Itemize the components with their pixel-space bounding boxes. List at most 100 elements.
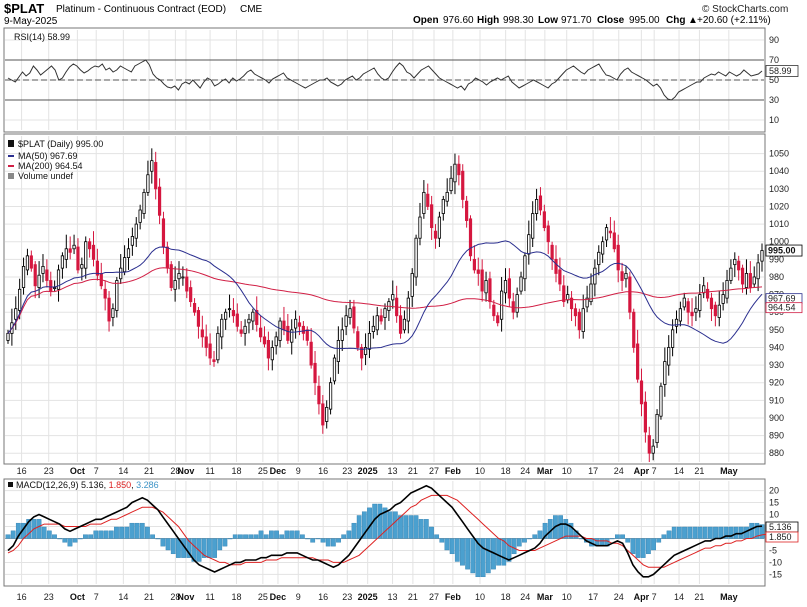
macd-hist-bar <box>232 534 238 539</box>
macd-hist-bar <box>98 530 104 539</box>
candle-down <box>360 347 364 359</box>
candle-down <box>107 297 111 322</box>
candle-up <box>37 274 41 288</box>
candle-down <box>200 329 204 338</box>
macd-hist-bar <box>248 534 254 539</box>
rsi-last-flag: 58.99 <box>765 65 799 77</box>
price-y-tick-label: 1010 <box>769 219 789 229</box>
macd-hist-bar <box>615 534 620 539</box>
candle-down <box>616 244 620 271</box>
macd-hist-bar <box>217 538 223 551</box>
macd-hist-bar <box>687 526 693 539</box>
candle-down <box>573 308 578 317</box>
candle-up <box>25 255 30 271</box>
candle-up <box>383 308 387 318</box>
candle-up <box>410 273 414 297</box>
candle-down <box>196 310 201 327</box>
x-tick-label: 10 <box>562 466 572 476</box>
macd-hist-bar <box>5 534 11 539</box>
candle-up <box>60 255 65 269</box>
macd-title-sep2: , <box>131 480 136 490</box>
candle-up <box>729 267 733 281</box>
candle-up <box>698 294 702 311</box>
candle-up <box>744 273 749 288</box>
macd-hist-bar <box>191 538 197 562</box>
ohlc-readout: Open 976.60 High 998.30 Low 971.70 Close… <box>413 15 771 26</box>
x-tick-label: Dec <box>270 466 287 476</box>
candle-down <box>686 301 690 313</box>
candle-down <box>426 193 430 207</box>
macd-y-tick-label: -10 <box>769 557 782 567</box>
macd-hist-bar <box>351 522 357 539</box>
macd-hist-bar <box>305 538 310 540</box>
macd-hist-bar <box>651 538 656 551</box>
candle-up <box>593 267 597 285</box>
candle-up <box>56 269 61 290</box>
macd-y-tick-label: 15 <box>769 498 779 508</box>
rsi-y-axis: 10 30 50 70 90 <box>769 35 779 125</box>
macd-hist-bar <box>656 538 662 543</box>
x-tick-label: Feb <box>445 592 462 602</box>
candle-down <box>430 204 434 229</box>
macd-hist-bar <box>62 538 68 543</box>
price-legend: $PLAT (Daily) 995.00 MA(50) 967.69 MA(20… <box>8 139 103 181</box>
ticker-symbol: $PLAT <box>4 1 44 16</box>
macd-hist-bar <box>310 538 316 543</box>
candle-up <box>406 297 410 322</box>
candle-down <box>569 297 574 310</box>
candle-up <box>53 287 57 289</box>
macd-hist-bar <box>522 538 527 543</box>
candle-down <box>748 273 752 288</box>
x-tick-label: 24 <box>520 466 530 476</box>
macd-hist-bar <box>454 538 460 562</box>
macd-hist-bar <box>465 538 471 570</box>
macd-hist-bar <box>72 538 78 543</box>
macd-hist-bar <box>666 530 672 539</box>
x-tick-label: 18 <box>231 592 241 602</box>
x-tick-label: 2025 <box>358 466 378 476</box>
price-y-tick-label: 990 <box>769 254 784 264</box>
candle-down <box>352 306 356 329</box>
candle-down <box>558 269 562 285</box>
candle-down <box>492 304 496 317</box>
candle-up <box>655 414 659 444</box>
macd-hist-bar <box>315 538 321 540</box>
candle-down <box>76 246 80 271</box>
macd-legend: MACD(12,26,9) 5.136, 1.850, 3.286 <box>8 480 159 490</box>
macd-hist-bar <box>83 534 88 539</box>
price-legend-swatch <box>8 140 14 147</box>
candle-down <box>88 241 92 250</box>
x-tick-label: 21 <box>408 466 418 476</box>
x-tick-label: 24 <box>614 592 624 602</box>
chart-header: $PLAT Platinum - Continuous Contract (EO… <box>4 1 788 27</box>
x-tick-label: 11 <box>205 466 214 476</box>
signal-last-value-box <box>765 531 799 543</box>
macd-hist-bar <box>139 522 145 539</box>
close-label: Close <box>597 15 625 26</box>
candle-up <box>581 308 585 333</box>
macd-hist-bar <box>563 519 569 539</box>
x-tick-label: 14 <box>118 466 128 476</box>
macd-y-tick-label: -5 <box>769 545 777 555</box>
price-last-flags: 995.00 967.69 964.54 <box>765 244 803 314</box>
price-y-tick-label: 1020 <box>769 201 789 211</box>
macd-hist-bar <box>640 538 646 558</box>
candle-up <box>134 223 138 239</box>
candle-up <box>328 382 333 410</box>
candle-down <box>628 276 632 313</box>
candle-down <box>472 258 476 271</box>
x-tick-label: 27 <box>429 466 439 476</box>
x-tick-label: 14 <box>674 592 684 602</box>
x-tick-label: Nov <box>177 592 194 602</box>
candle-down <box>480 269 484 292</box>
macd-hist-bar <box>635 538 641 558</box>
low-label: Low <box>538 15 558 26</box>
x-tick-label: Apr <box>634 466 650 476</box>
x-tick-label: Feb <box>445 466 462 476</box>
candle-up <box>449 177 453 192</box>
x-tick-label: Dec <box>270 592 287 602</box>
x-tick-label: May <box>720 466 738 476</box>
candle-up <box>64 248 68 260</box>
candle-down <box>262 336 267 345</box>
